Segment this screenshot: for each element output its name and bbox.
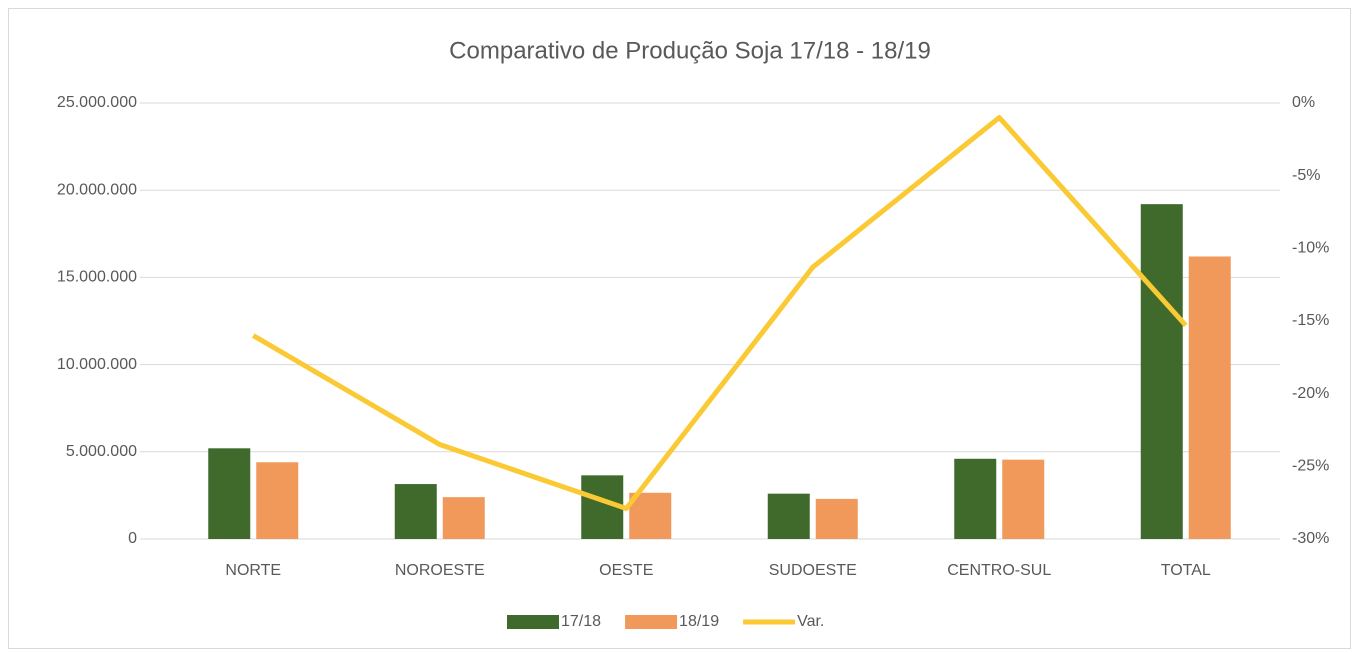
x-tick-label: NOROESTE: [395, 562, 485, 579]
bar: [767, 493, 810, 539]
legend-label: 18/19: [679, 613, 719, 630]
y2-tick-label: -30%: [1292, 530, 1329, 547]
bar: [394, 484, 437, 539]
legend-label: Var.: [797, 613, 824, 630]
legend-swatch: [625, 615, 678, 629]
bar: [256, 462, 299, 539]
bar: [1140, 204, 1183, 540]
bar: [1002, 459, 1045, 539]
y2-tick-label: -25%: [1292, 458, 1329, 475]
y-tick-label: 20.000.000: [57, 181, 137, 198]
bar: [208, 448, 251, 539]
bar: [1188, 256, 1231, 539]
bar: [815, 498, 858, 539]
legend-swatch: [507, 615, 559, 629]
x-tick-label: CENTRO-SUL: [947, 562, 1051, 579]
y-tick-label: 25.000.000: [57, 94, 137, 111]
y2-tick-label: -20%: [1292, 385, 1329, 402]
y2-tick-label: -5%: [1292, 167, 1320, 184]
x-tick-label: NORTE: [225, 562, 281, 579]
y-tick-label: 10.000.000: [57, 356, 137, 373]
bar: [442, 497, 485, 539]
bar: [954, 458, 997, 539]
legend-label: 17/18: [561, 613, 601, 630]
x-tick-label: SUDOESTE: [769, 562, 857, 579]
y-tick-label: 5.000.000: [66, 443, 137, 460]
y2-tick-label: -15%: [1292, 312, 1329, 329]
chart-title: Comparativo de Produção Soja 17/18 - 18/…: [449, 37, 931, 64]
y2-tick-label: 0%: [1292, 94, 1315, 111]
y-tick-label: 0: [128, 530, 137, 547]
y2-tick-label: -10%: [1292, 240, 1329, 257]
x-tick-label: OESTE: [599, 562, 653, 579]
bar: [629, 492, 672, 539]
x-tick-label: TOTAL: [1161, 562, 1211, 579]
line-series: [251, 115, 1188, 511]
chart-frame: [8, 8, 1351, 649]
y-tick-label: 15.000.000: [57, 269, 137, 286]
